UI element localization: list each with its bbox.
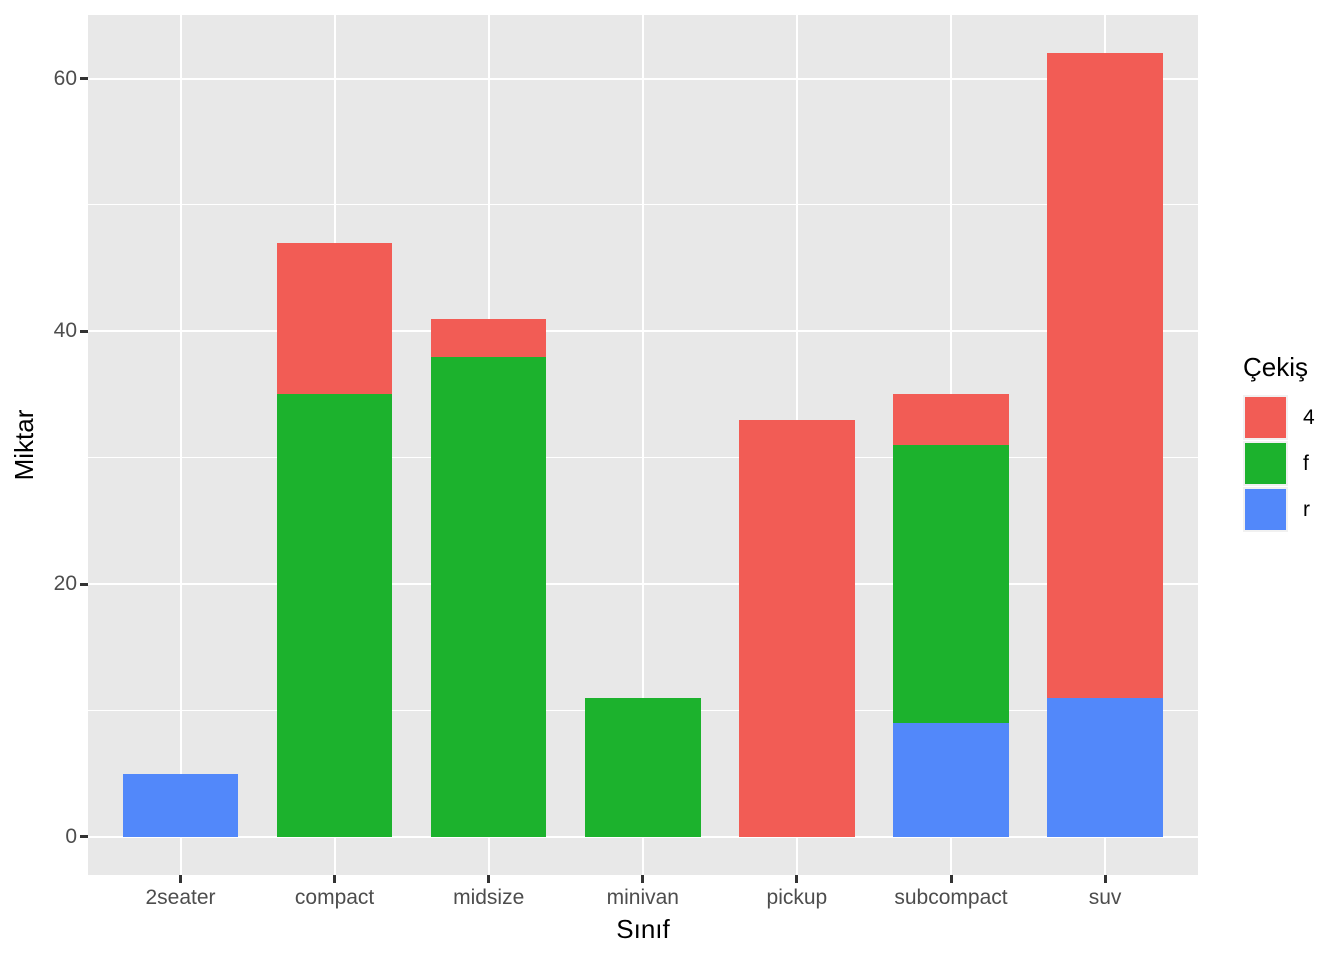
bar-segment-minivan-f [585, 697, 701, 837]
legend-title: Çekiş [1243, 352, 1309, 382]
y-tick-mark [80, 329, 88, 333]
legend-entry-4: 4 [1243, 395, 1343, 440]
y-tick-mark [80, 582, 88, 586]
x-tick-label: midsize [453, 886, 525, 909]
plot-panel [88, 15, 1198, 875]
legend-label: 4 [1303, 406, 1315, 429]
v-gridline-major [641, 15, 644, 875]
x-tick-mark [179, 875, 182, 883]
bar-segment-suv-r [1047, 697, 1163, 837]
y-tick-mark [80, 77, 88, 81]
legend-swatch-icon [1245, 397, 1286, 438]
bar-segment-midsize-4 [430, 318, 547, 357]
x-tick-label: subcompact [894, 886, 1008, 909]
legend-key [1243, 441, 1288, 486]
x-tick-label: 2seater [145, 886, 216, 909]
y-tick-mark [80, 835, 88, 839]
x-tick-mark [949, 875, 953, 883]
bar-segment-subcompact-4 [893, 394, 1009, 445]
x-tick-label: pickup [766, 886, 828, 909]
bar-segment-subcompact-r [893, 722, 1009, 837]
bar-segment-subcompact-f [893, 445, 1009, 723]
v-gridline-major [179, 15, 182, 875]
legend-swatch-icon [1245, 489, 1286, 530]
y-tick-label: 60 [53, 66, 77, 90]
bar-segment-2seater-r [122, 773, 239, 837]
bar-segment-compact-4 [276, 242, 393, 395]
legend-entry-r: r [1243, 487, 1343, 532]
x-tick-mark [795, 875, 799, 883]
x-tick-mark [487, 875, 491, 883]
x-tick-label: compact [294, 886, 375, 909]
y-tick-label: 40 [53, 319, 77, 343]
legend-swatch-icon [1245, 443, 1286, 484]
x-tick-label: minivan [606, 886, 679, 909]
x-tick-label: suv [1088, 886, 1122, 909]
x-axis-title: Sınıf [616, 914, 670, 944]
legend-entry-f: f [1243, 441, 1343, 486]
x-tick-mark [641, 875, 645, 883]
x-tick-mark [1103, 875, 1107, 883]
bar-segment-compact-f [276, 394, 393, 837]
legend-label: r [1303, 498, 1310, 521]
y-tick-label: 0 [65, 824, 77, 848]
bar-segment-midsize-f [430, 356, 547, 837]
legend-label: f [1303, 452, 1309, 475]
legend-key [1243, 487, 1288, 532]
legend-key [1243, 395, 1288, 440]
x-tick-mark [333, 875, 337, 883]
bar-segment-suv-4 [1047, 53, 1163, 698]
y-tick-label: 20 [53, 572, 77, 595]
y-axis-title: Miktar [9, 409, 39, 481]
bar-segment-pickup-4 [739, 419, 855, 837]
